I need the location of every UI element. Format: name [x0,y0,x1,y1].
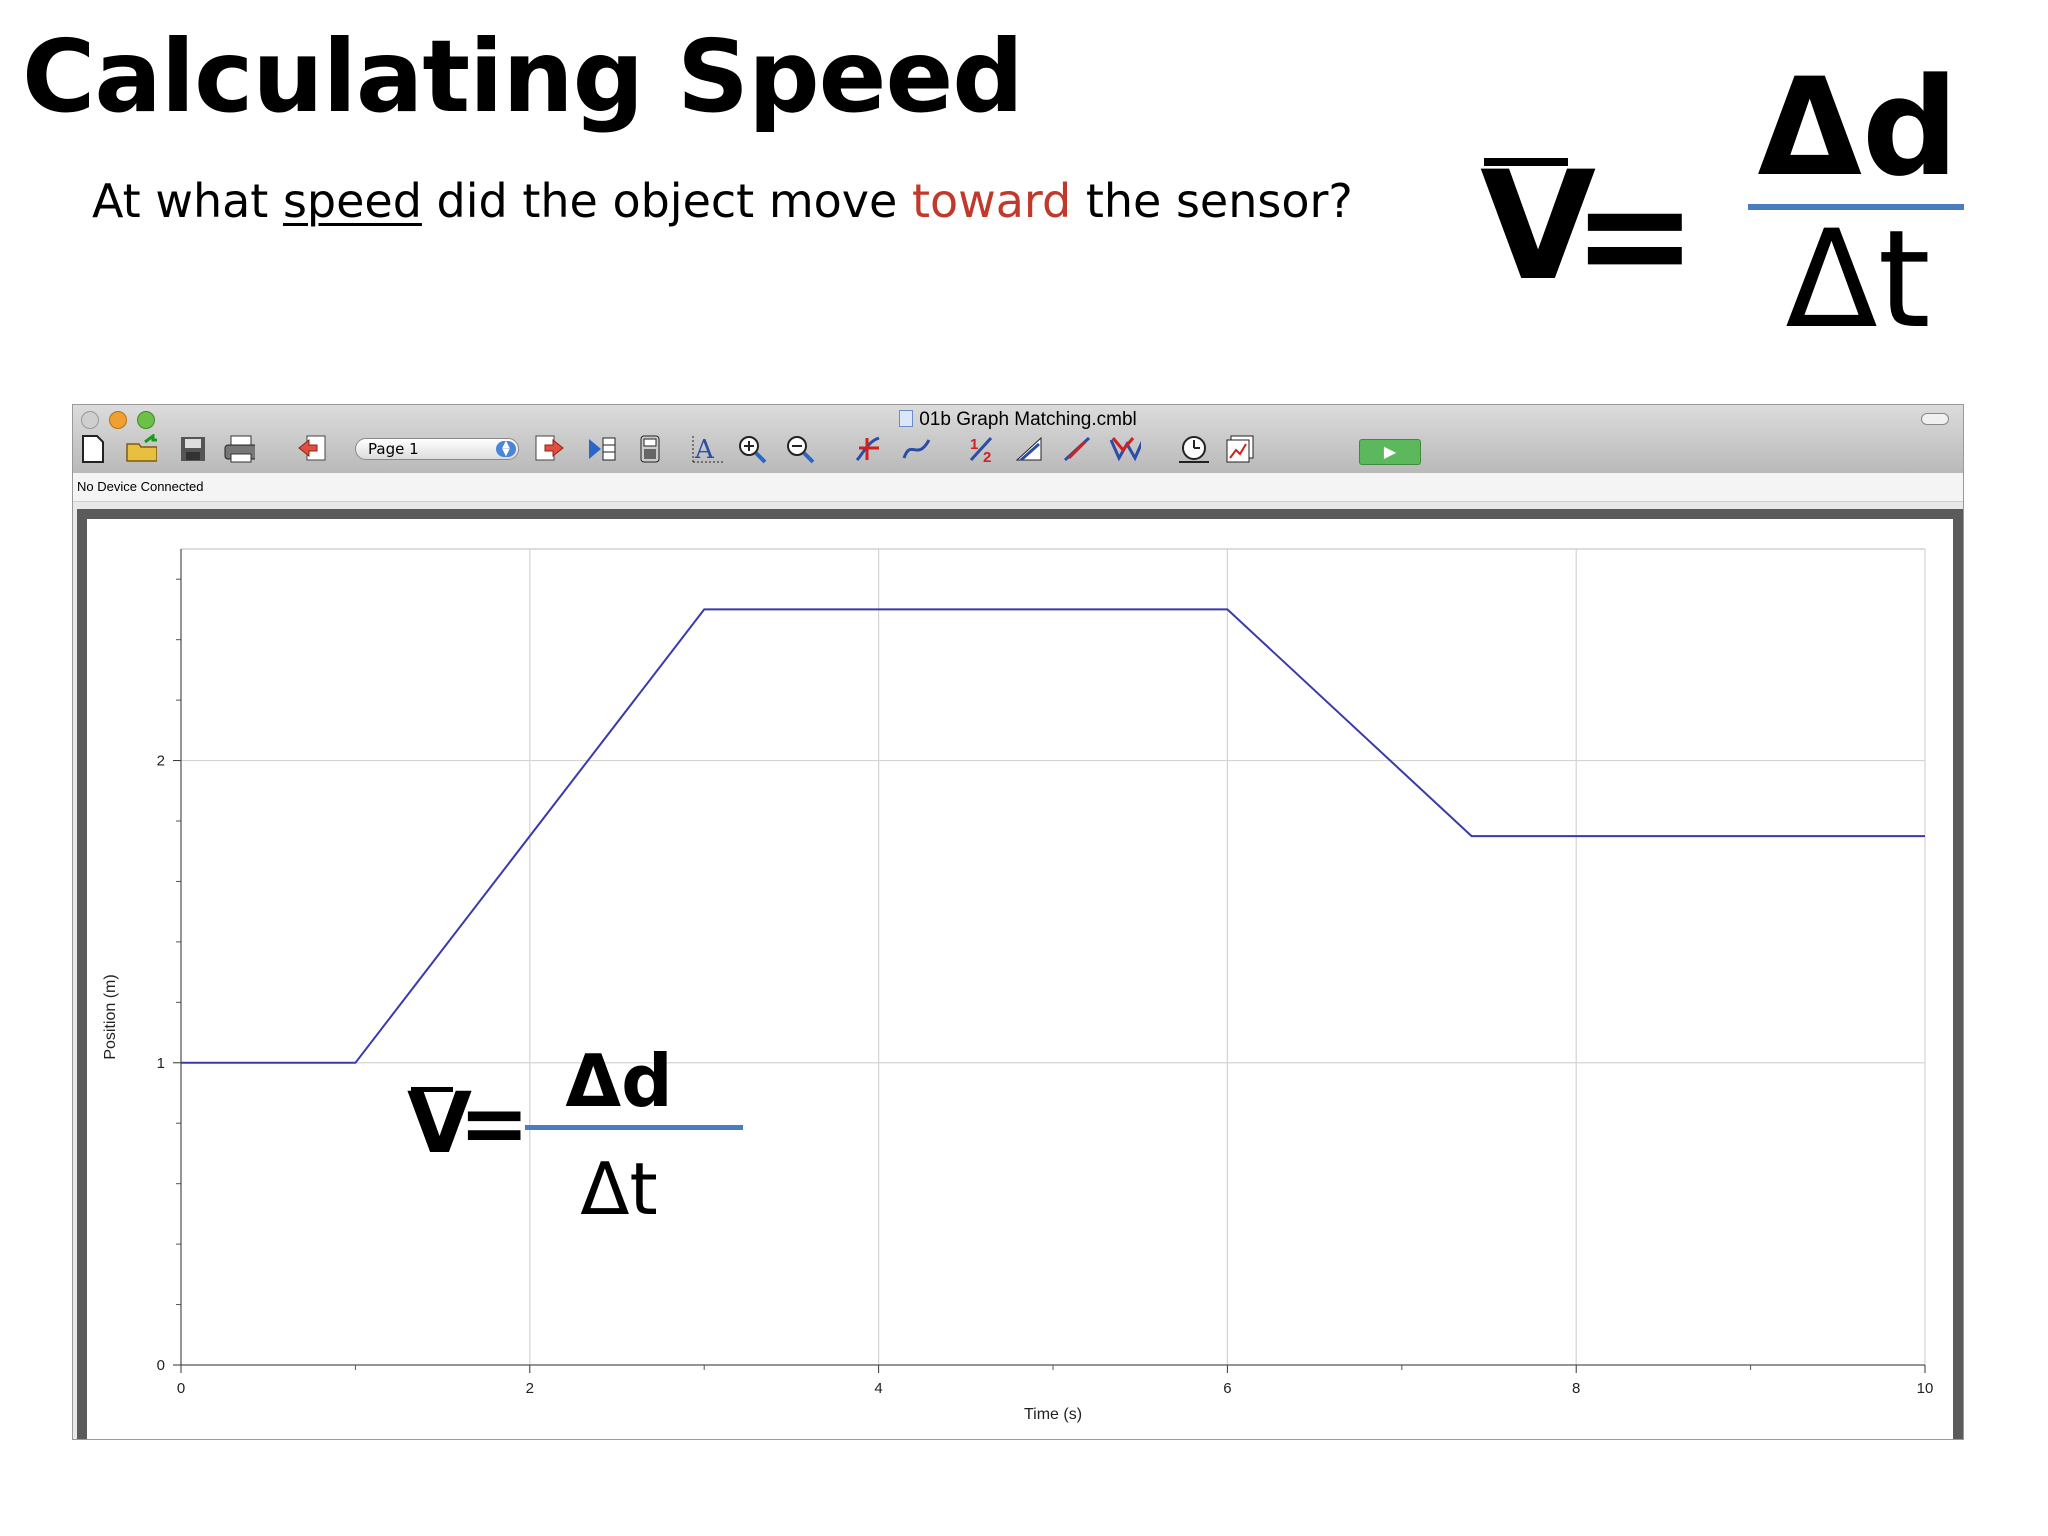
velocity-formula: V = Δd Δt [1480,49,2000,347]
question-part-2: did the object move [421,174,912,228]
page-select-arrows-icon: ▲ ▼ [496,440,516,458]
question-part-3: the sensor? [1071,174,1353,228]
x-tick-label: 2 [526,1380,534,1397]
numerator: Δd [1757,49,1959,206]
y-tick-label: 0 [157,1357,165,1374]
small-equals-sign: = [459,1074,530,1172]
status-bar: No Device Connected [73,473,1963,502]
small-velocity-formula: V = Δd Δt [407,1045,743,1269]
question-underlined-word: speed [282,174,422,228]
collect-config-icon[interactable] [587,433,619,465]
file-icon [899,410,914,427]
x-tick-label: 10 [1917,1380,1934,1397]
window-title: 01b Graph Matching.cmbl [73,409,1963,431]
small-average-bar [411,1087,453,1092]
open-folder-icon[interactable] [125,433,157,465]
back-page-icon[interactable] [297,433,329,465]
autoscale-icon[interactable]: A [691,433,723,465]
graph-options-icon[interactable] [1225,433,1257,465]
svg-text:1: 1 [970,436,978,453]
equals-sign: = [1572,148,1698,322]
small-numerator: Δd [565,1039,673,1123]
slide-title: Calculating Speed [22,18,1024,135]
y-tick-label: 1 [157,1055,165,1072]
window-minimize-button[interactable] [109,411,127,429]
x-tick-label: 4 [874,1380,882,1397]
plot-area [180,548,1926,1366]
small-velocity-symbol: V [407,1074,473,1172]
window-title-text: 01b Graph Matching.cmbl [919,409,1137,430]
new-file-icon[interactable] [77,433,109,465]
position-series-line [181,608,1925,1064]
collect-button[interactable]: ▶ [1359,439,1421,465]
question-text: At what speed did the object move toward… [92,174,1353,228]
velocity-symbol: V [1480,140,1597,314]
print-icon[interactable] [223,433,255,465]
linear-fit-icon[interactable] [1061,433,1093,465]
fraction-line [1748,204,1964,210]
zoom-in-icon[interactable] [737,433,769,465]
svg-text:A: A [694,435,715,464]
next-page-icon[interactable] [533,433,565,465]
window-close-button[interactable] [81,411,99,429]
small-fraction-line [525,1125,743,1130]
y-axis-label: Position (m) [102,974,119,1059]
play-icon: ▶ [1383,444,1397,461]
data-table-icon[interactable] [635,433,667,465]
toolbar-toggle-button[interactable] [1921,413,1949,425]
page-select-label: Page 1 [368,440,419,458]
timer-icon[interactable] [1177,433,1209,465]
question-highlight-word: toward [911,174,1072,228]
x-tick-label: 6 [1223,1380,1231,1397]
question-part-1: At what [92,174,283,228]
window-zoom-button[interactable] [137,411,155,429]
page-select[interactable]: Page 1 ▲ ▼ [355,438,519,460]
y-tick-label: 2 [157,753,165,770]
examine-icon[interactable] [853,433,885,465]
x-tick-label: 0 [177,1380,185,1397]
graph-area[interactable]: 0 2 4 6 8 10 0 1 2 Time (s) Position (m) V = Δd Δt [87,519,1953,1439]
stats-icon[interactable] [1015,433,1047,465]
average-bar [1484,158,1568,166]
svg-text:2: 2 [983,449,991,464]
zoom-out-icon[interactable] [785,433,817,465]
save-icon[interactable] [177,433,209,465]
tangent-icon[interactable] [901,433,933,465]
small-denominator: Δt [580,1147,658,1231]
graph-frame: 0 2 4 6 8 10 0 1 2 Time (s) Position (m) V = Δd Δt [77,509,1963,1439]
position-time-graph[interactable]: 0 2 4 6 8 10 0 1 2 Time (s) Position (m) [87,519,1949,1435]
x-tick-label: 8 [1572,1380,1580,1397]
denominator: Δt [1785,201,1931,358]
device-status: No Device Connected [77,479,204,494]
x-axis-label: Time (s) [1024,1406,1082,1423]
curve-fit-icon[interactable] [1109,433,1141,465]
